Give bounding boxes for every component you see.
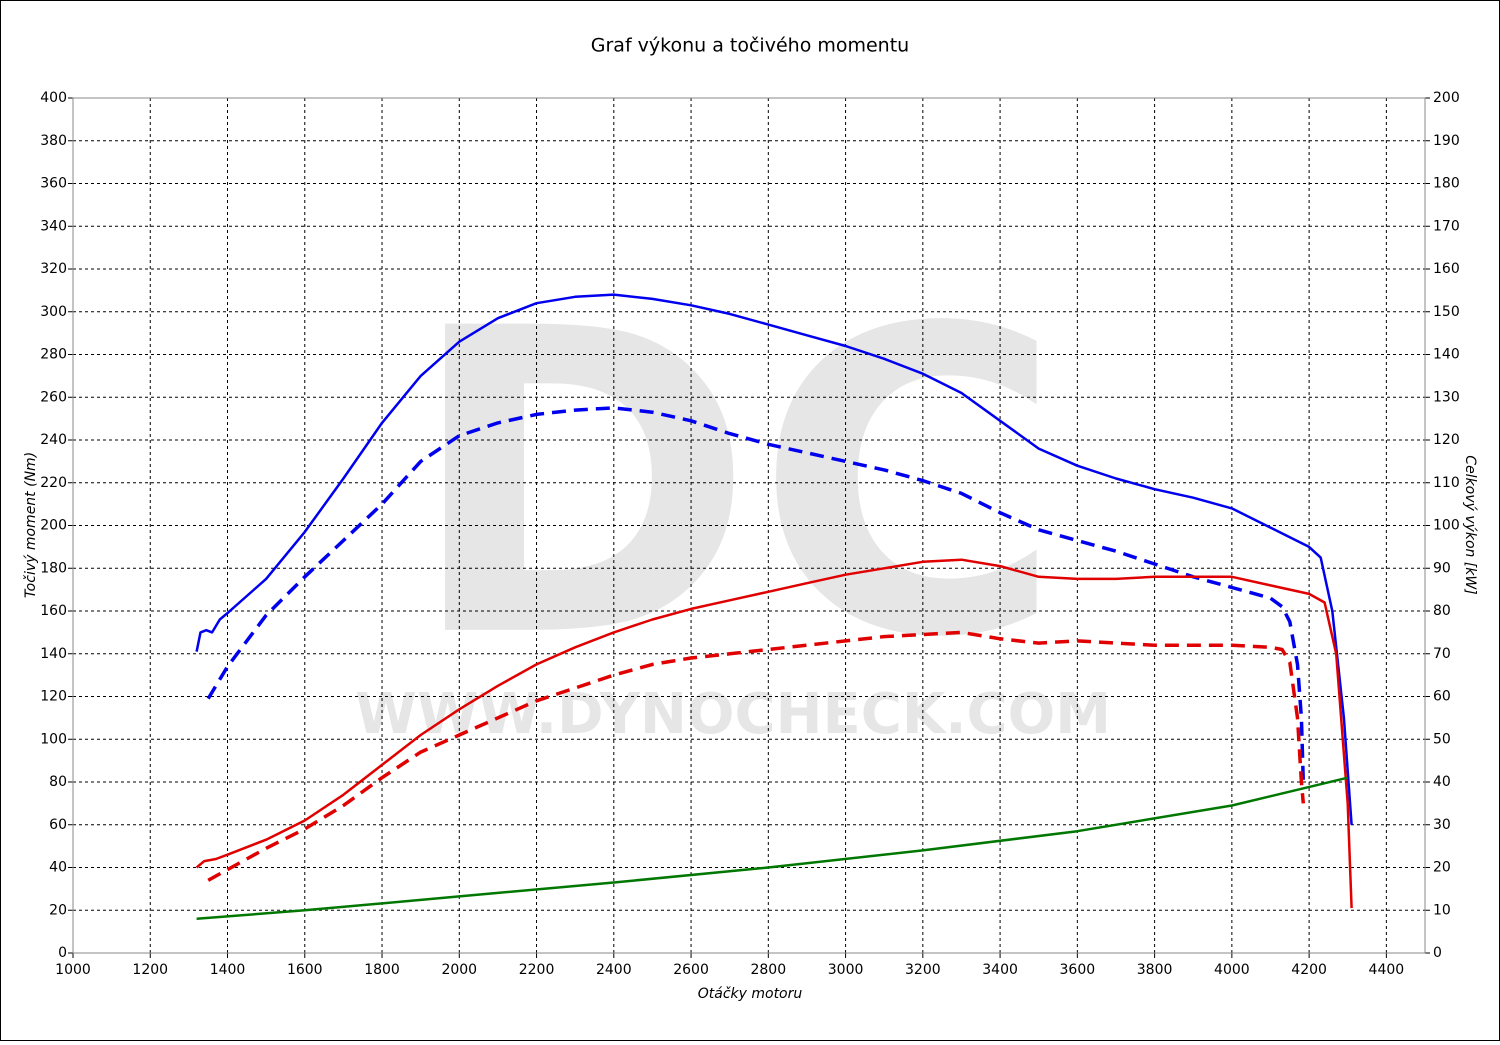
y2-tick-label: 80 <box>1433 603 1451 619</box>
y-tick-label: 100 <box>40 731 67 747</box>
x-tick-label: 1400 <box>210 962 246 978</box>
x-tick-label: 2800 <box>750 962 786 978</box>
y-tick-label: 40 <box>49 860 67 876</box>
y2-tick-label: 0 <box>1433 945 1442 961</box>
y2-tick-label: 30 <box>1433 817 1451 833</box>
chart-title: Graf výkonu a točivého momentu <box>591 35 909 57</box>
series-line <box>206 406 1306 783</box>
y2-tick-label: 150 <box>1433 304 1460 320</box>
y-tick-label: 380 <box>40 133 67 149</box>
x-tick-label: 4000 <box>1214 962 1250 978</box>
y2-tick-label: 160 <box>1433 261 1460 277</box>
y-tick-label: 240 <box>40 432 67 448</box>
y-tick-label: 340 <box>40 218 67 234</box>
y-tick-label: 180 <box>40 560 67 576</box>
series-line <box>207 630 1306 882</box>
y-tick-label: 80 <box>49 774 67 790</box>
y-tick-label: 140 <box>40 646 67 662</box>
y2-tick-label: 60 <box>1433 689 1451 705</box>
y2-tick-label: 40 <box>1433 774 1451 790</box>
y-tick-label: 200 <box>40 518 67 534</box>
x-tick-label: 1800 <box>364 962 400 978</box>
x-tick-label: 1600 <box>287 962 323 978</box>
y-tick-label: 280 <box>40 347 67 363</box>
y-tick-label: 400 <box>40 90 67 106</box>
y2-tick-label: 90 <box>1433 560 1451 576</box>
y-tick-label: 320 <box>40 261 67 277</box>
watermark-logo: DC <box>407 241 1064 730</box>
y-tick-label: 260 <box>40 389 67 405</box>
x-tick-label: 1200 <box>132 962 168 978</box>
y2-tick-label: 120 <box>1433 432 1460 448</box>
y2-tick-label: 50 <box>1433 731 1451 747</box>
x-tick-label: 3800 <box>1137 962 1173 978</box>
y2-tick-label: 70 <box>1433 646 1451 662</box>
y-tick-label: 60 <box>49 817 67 833</box>
y-tick-label: 120 <box>40 689 67 705</box>
y-tick-label: 360 <box>40 176 67 192</box>
watermark-url: WWW.DYNOCHECK.COM <box>355 682 1111 747</box>
x-tick-label: 2400 <box>596 962 632 978</box>
y2-tick-label: 190 <box>1433 133 1460 149</box>
y2-tick-label: 20 <box>1433 860 1451 876</box>
series-line <box>195 558 1353 909</box>
y-tick-label: 0 <box>58 945 67 961</box>
series-line <box>195 293 1353 825</box>
y2-tick-label: 10 <box>1433 902 1451 918</box>
x-tick-label: 3000 <box>828 962 864 978</box>
x-tick-label: 3400 <box>982 962 1018 978</box>
x-tick-label: 1000 <box>55 962 91 978</box>
y-tick-label: 300 <box>40 304 67 320</box>
series-line <box>196 776 1348 921</box>
y2-tick-label: 130 <box>1433 389 1460 405</box>
x-tick-label: 4200 <box>1291 962 1327 978</box>
y-axis-label: Točivý moment (Nm) <box>23 452 39 598</box>
y2-axis-label: Celkový výkon [kW] <box>1462 455 1478 594</box>
y-tick-label: 160 <box>40 603 67 619</box>
x-tick-label: 3200 <box>905 962 941 978</box>
y2-tick-label: 100 <box>1433 518 1460 534</box>
x-tick-label: 4400 <box>1369 962 1405 978</box>
y2-tick-label: 170 <box>1433 218 1460 234</box>
y2-tick-label: 110 <box>1433 475 1460 491</box>
y-tick-label: 20 <box>49 902 67 918</box>
y2-tick-label: 200 <box>1433 90 1460 106</box>
y2-tick-label: 140 <box>1433 347 1460 363</box>
plot-border <box>72 97 1426 954</box>
x-tick-label: 2000 <box>441 962 477 978</box>
x-tick-label: 2600 <box>673 962 709 978</box>
x-axis-label: Otáčky motoru <box>698 986 803 1002</box>
x-tick-label: 2200 <box>519 962 555 978</box>
x-tick-label: 3600 <box>1060 962 1096 978</box>
y-tick-label: 220 <box>40 475 67 491</box>
y2-tick-label: 180 <box>1433 176 1460 192</box>
